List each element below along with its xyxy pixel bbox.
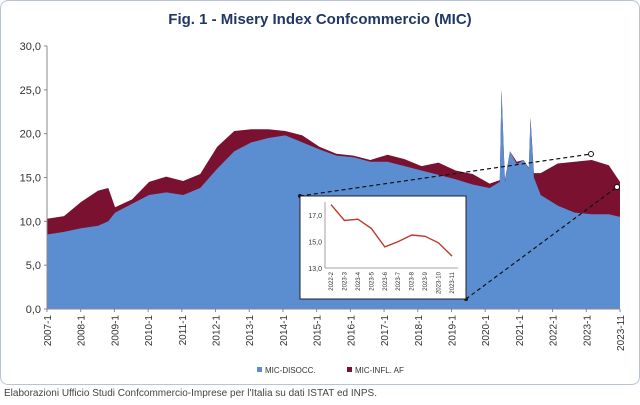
inset-y-tick-label: 15,0: [308, 240, 322, 247]
chart-title: Fig. 1 - Misery Index Confcommercio (MIC…: [168, 11, 472, 28]
x-tick-label: 2015-1: [313, 315, 324, 347]
inset-x-tick-label: 2023-11: [450, 271, 456, 293]
inset-x-tick-label: 2023-3: [342, 271, 348, 290]
inset-x-tick-label: 2023-5: [369, 271, 375, 290]
inset-y-tick-label: 17,0: [308, 213, 322, 220]
x-tick-label: 2011-1: [178, 315, 189, 346]
inset-series-line: [330, 204, 453, 257]
footer-note: Elaborazioni Ufficio Studi Confcommercio…: [4, 388, 377, 399]
x-tick-label: 2020-1: [481, 315, 492, 347]
x-tick-label: 2010-1: [144, 315, 155, 347]
y-tick-label: 0,0: [26, 304, 41, 316]
legend-swatch: [347, 367, 352, 372]
inset-x-tick-label: 2023-10: [437, 271, 443, 294]
legend-label: MIC-DISOCC.: [265, 366, 316, 375]
y-tick-label: 25,0: [20, 85, 41, 97]
inset-x-tick-label: 2022-2: [329, 271, 335, 290]
inset-x-tick-label: 2023-4: [356, 271, 362, 290]
x-tick-label: 2022-1: [549, 315, 560, 347]
y-tick-label: 20,0: [20, 129, 41, 141]
inset-x-tick-label: 2023-9: [423, 271, 429, 290]
y-tick-label: 15,0: [20, 173, 41, 185]
x-tick-label: 2016-1: [346, 315, 357, 347]
x-tick-label: 2018-1: [414, 315, 425, 347]
x-tick-label: 2023-11: [616, 315, 627, 351]
inset-x-tick-label: 2023-7: [396, 271, 402, 290]
zoom-marker: [614, 184, 620, 190]
inset-box: [299, 195, 467, 300]
y-tick-label: 10,0: [20, 216, 41, 228]
y-tick-label: 5,0: [26, 260, 41, 272]
x-tick-label: 2007-1: [43, 315, 54, 347]
legend-swatch: [257, 367, 262, 372]
x-tick-label: 2009-1: [110, 315, 121, 347]
zoom-connector-line: [299, 153, 592, 197]
inset-x-tick-label: 2023-8: [410, 271, 416, 290]
x-tick-label: 2019-1: [447, 315, 458, 347]
zoom-marker: [588, 151, 594, 157]
x-tick-label: 2013-1: [245, 315, 256, 347]
y-tick-label: 30,0: [20, 41, 41, 53]
inset-y-tick-label: 13,0: [308, 266, 322, 273]
legend-label: MIC-INFL. AF: [355, 366, 404, 375]
x-tick-label: 2023-1: [582, 315, 593, 347]
chart-svg: 0,0 5,0 10,0 15,0 20,0 25,0 30,0 2007-1 2008-1 20…: [20, 41, 627, 375]
x-tick-label: 2008-1: [77, 315, 88, 347]
x-tick-label: 2021-1: [515, 315, 526, 347]
x-tick-label: 2014-1: [279, 315, 290, 347]
x-tick-label: 2012-1: [212, 315, 223, 347]
zoom-connector-line: [465, 186, 618, 300]
x-tick-label: 2017-1: [380, 315, 391, 347]
inset-x-tick-label: 2023-6: [383, 271, 389, 290]
